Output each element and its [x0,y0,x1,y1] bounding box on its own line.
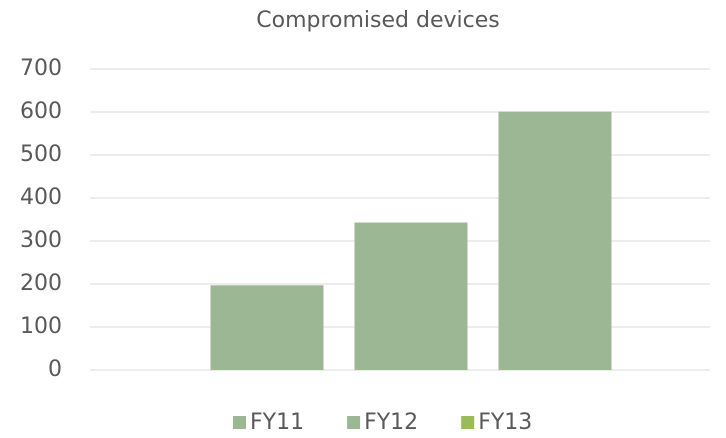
bar [354,222,468,370]
y-tick-label: 0 [48,357,62,382]
legend-swatch [461,416,475,429]
chart-title: Compromised devices [256,8,499,33]
y-tick-label: 600 [20,99,62,124]
y-tick-label: 200 [20,271,62,296]
y-tick-label: 700 [20,56,62,81]
y-tick-label: 400 [20,185,62,210]
legend-label: FY12 [364,410,418,435]
y-tick-label: 100 [20,314,62,339]
legend-label: FY11 [250,410,304,435]
legend-label: FY13 [478,410,532,435]
y-tick-label: 300 [20,228,62,253]
legend-swatch [233,416,246,429]
legend-swatch [347,416,361,429]
y-tick-label: 500 [20,142,62,167]
bar [498,111,612,370]
bar [210,285,324,370]
